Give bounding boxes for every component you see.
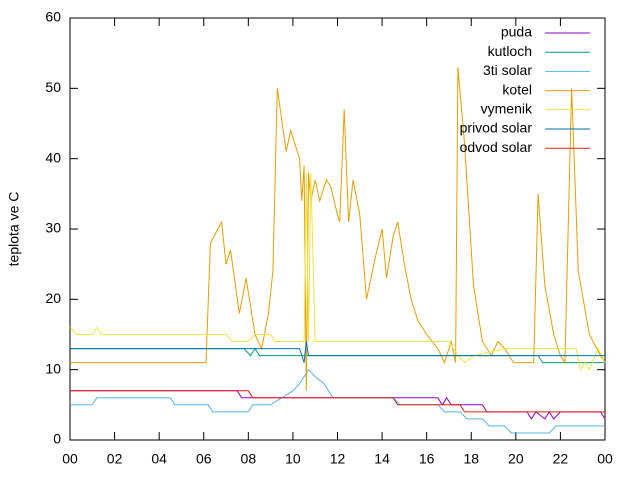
x-tick-label: 16 [419, 451, 435, 467]
y-tick-label: 50 [45, 79, 61, 95]
x-tick-label: 22 [553, 451, 569, 467]
plot-border [69, 17, 606, 441]
series-line [70, 368, 605, 434]
x-tick-label: 12 [330, 451, 346, 467]
series-line [69, 172, 606, 372]
x-tick-label: 14 [374, 451, 390, 467]
legend-label: vymenik [481, 101, 533, 117]
legend-label: 3ti solar [483, 62, 532, 78]
y-tick-label: 30 [45, 220, 61, 236]
y-tick-label: 40 [45, 149, 61, 165]
legend-label: kotel [502, 81, 532, 97]
x-tick-label: 00 [62, 451, 78, 467]
series-line [70, 341, 605, 363]
x-tick-label: 10 [285, 451, 301, 467]
legend-label: privod solar [460, 120, 533, 136]
legend-label: odvod solar [460, 139, 533, 155]
x-tick-label: 00 [597, 451, 613, 467]
x-tick-label: 08 [241, 451, 257, 467]
legend-label: kutloch [488, 43, 532, 59]
y-tick-label: 20 [45, 290, 61, 306]
x-tick-label: 18 [463, 451, 479, 467]
y-tick-label: 60 [45, 9, 61, 25]
legend-label: puda [501, 24, 532, 40]
y-tick-label: 10 [45, 360, 61, 376]
series-line [70, 390, 606, 420]
series-line [70, 67, 606, 391]
y-axis-label: teplota ve C [6, 192, 22, 267]
x-tick-label: 02 [107, 451, 123, 467]
x-tick-label: 06 [196, 451, 212, 467]
y-tick-label: 0 [53, 431, 61, 447]
series-line [70, 347, 605, 364]
series-line [70, 390, 605, 413]
x-tick-label: 20 [508, 451, 524, 467]
x-tick-label: 04 [151, 451, 167, 467]
